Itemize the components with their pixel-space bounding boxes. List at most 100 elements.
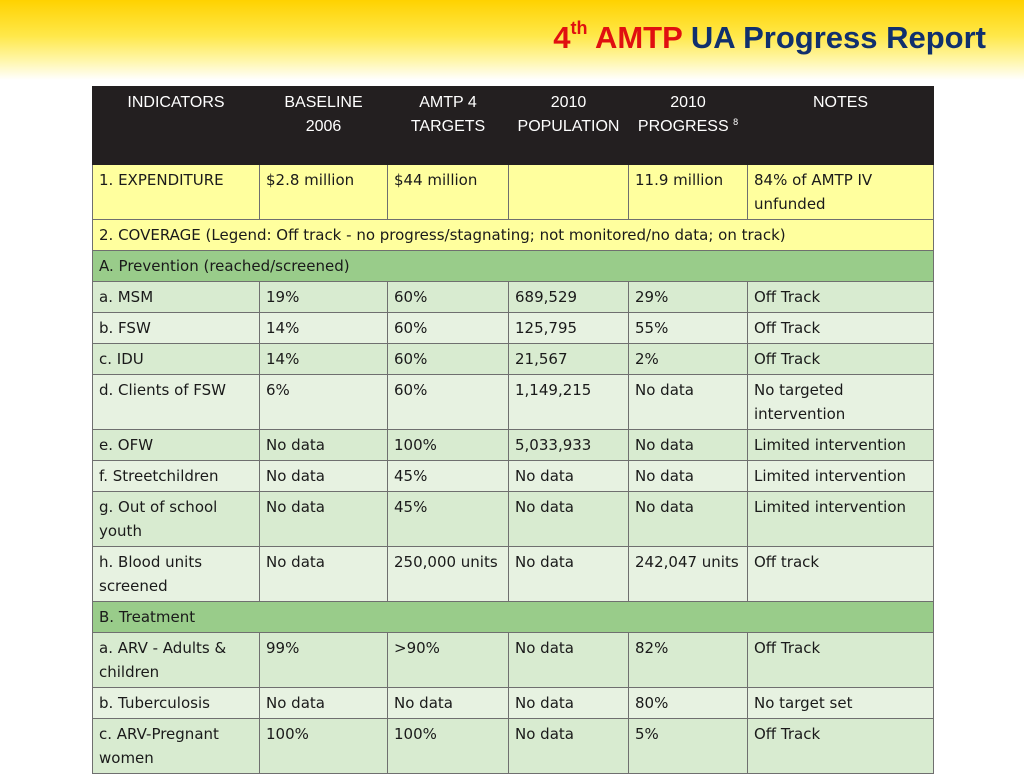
expenditure-row: 1. EXPENDITURE $2.8 million $44 million … [92,164,934,220]
table-cell: b. FSW [92,312,260,344]
table-cell: >90% [387,632,509,688]
treatment-section-row: B. Treatment [92,601,934,633]
table-cell: No data [259,460,388,492]
header-baseline: BASELINE 2006 [259,86,388,165]
table-row: b. FSW 14% 60% 125,795 55% Off Track [92,312,934,344]
table-row: h. Blood units screened No data 250,000 un… [92,546,934,602]
table-row: g. Out of school youth No data 45% No data N… [92,491,934,547]
table-cell: No data [259,429,388,461]
title-org: AMTP [594,20,683,55]
table-row: a. ARV - Adults & children 99% >90% No data… [92,632,934,688]
table-cell: Off Track [747,281,934,313]
table-cell: Limited intervention [747,429,934,461]
table-row: d. Clients of FSW 6% 60% 1,149,215 No data No… [92,374,934,430]
table-cell: Limited intervention [747,491,934,547]
table-cell: h. Blood units screened [92,546,260,602]
table-cell: 100% [259,718,388,774]
table-cell: 84% of AMTP IV unfunded [747,164,934,220]
table-cell: c. ARV-Pregnant women [92,718,260,774]
table-cell: 60% [387,281,509,313]
header-targets: AMTP 4 TARGETS [387,86,509,165]
table-cell: Off Track [747,343,934,375]
table-cell: No data [508,491,629,547]
table-cell: 60% [387,343,509,375]
coverage-row: 2. COVERAGE (Legend: Off track - no prog… [92,219,934,251]
table-cell: 242,047 units [628,546,748,602]
header-notes: NOTES [747,86,934,165]
table-cell [508,164,629,220]
treatment-rows: a. ARV - Adults & children 99% >90% No data… [92,632,934,774]
table-cell: 2% [628,343,748,375]
table-cell: No data [259,491,388,547]
header-progress: 2010 PROGRESS 8 [628,86,748,165]
table-cell: 60% [387,312,509,344]
table-cell: 250,000 units [387,546,509,602]
title-rest: UA Progress Report [690,20,986,55]
table-cell: Off Track [747,632,934,688]
table-cell: No data [387,687,509,719]
table-cell: 45% [387,460,509,492]
header-band [0,0,1024,80]
coverage-legend: 2. COVERAGE (Legend: Off track - no prog… [92,219,934,251]
prevention-title: A. Prevention (reached/screened) [92,250,934,282]
table-cell: No data [508,460,629,492]
table-cell: 1. EXPENDITURE [92,164,260,220]
table-cell: c. IDU [92,343,260,375]
table-cell: 100% [387,718,509,774]
table-cell: Off Track [747,312,934,344]
table-cell: Limited intervention [747,460,934,492]
header-indicators: INDICATORS [92,86,260,165]
table-cell: Off Track [747,718,934,774]
table-cell: No data [259,687,388,719]
table-cell: No data [508,632,629,688]
table-cell: g. Out of school youth [92,491,260,547]
table-cell: 125,795 [508,312,629,344]
table-row: e. OFW No data 100% 5,033,933 No data Limited… [92,429,934,461]
table-cell: No data [628,429,748,461]
table-cell: 29% [628,281,748,313]
table-row: f. Streetchildren No data 45% No data No dat… [92,460,934,492]
table-row: b. Tuberculosis No data No data No data 80% N… [92,687,934,719]
table-cell: f. Streetchildren [92,460,260,492]
table-cell: No target set [747,687,934,719]
table-cell: 6% [259,374,388,430]
table-header-row: INDICATORS BASELINE 2006 AMTP 4 TARGETS 20… [92,86,934,165]
table-cell: 60% [387,374,509,430]
table-cell: 99% [259,632,388,688]
table-cell: 45% [387,491,509,547]
table-cell: Off track [747,546,934,602]
title-number: 4 [553,20,571,55]
table-cell: No data [508,718,629,774]
table-cell: No data [628,374,748,430]
table-cell: 19% [259,281,388,313]
prevention-section-row: A. Prevention (reached/screened) [92,250,934,282]
treatment-title: B. Treatment [92,601,934,633]
table-cell: No data [508,546,629,602]
table-cell: 5,033,933 [508,429,629,461]
table-cell: $2.8 million [259,164,388,220]
header-population: 2010 POPULATION [508,86,629,165]
table-cell: a. MSM [92,281,260,313]
progress-table: INDICATORS BASELINE 2006 AMTP 4 TARGETS 20… [92,86,934,774]
footnote-marker: 8 [733,117,739,127]
table-cell: 100% [387,429,509,461]
table-cell: No data [628,460,748,492]
table-cell: No targeted intervention [747,374,934,430]
table-cell: 1,149,215 [508,374,629,430]
title-ordinal: th [570,18,588,38]
table-cell: e. OFW [92,429,260,461]
prevention-rows: a. MSM 19% 60% 689,529 29% Off Track b. FSW 14%… [92,281,934,602]
table-row: a. MSM 19% 60% 689,529 29% Off Track [92,281,934,313]
table-row: c. ARV-Pregnant women 100% 100% No data 5% Of… [92,718,934,774]
table-cell: 689,529 [508,281,629,313]
table-cell: 80% [628,687,748,719]
table-cell: b. Tuberculosis [92,687,260,719]
table-cell: $44 million [387,164,509,220]
table-cell: 14% [259,312,388,344]
table-cell: 11.9 million [628,164,748,220]
table-cell: 55% [628,312,748,344]
table-cell: 5% [628,718,748,774]
table-cell: No data [259,546,388,602]
table-cell: 21,567 [508,343,629,375]
table-cell: 14% [259,343,388,375]
